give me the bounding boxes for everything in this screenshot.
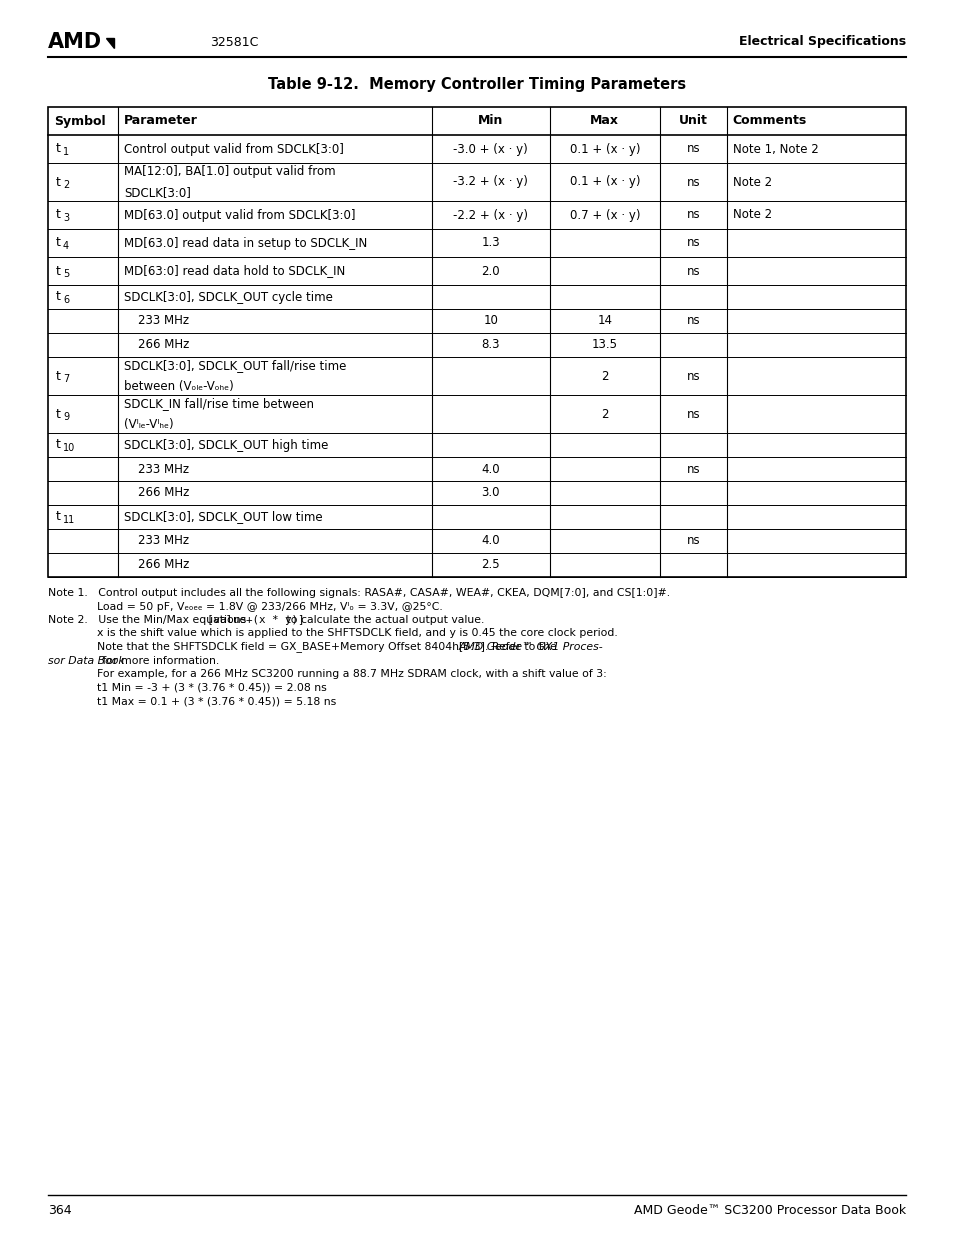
Text: Max: Max: [590, 115, 618, 127]
Text: ns: ns: [686, 462, 700, 475]
Text: t: t: [56, 236, 61, 249]
Text: 2.5: 2.5: [481, 558, 499, 572]
Text: 2: 2: [63, 180, 70, 190]
Text: Load = 50 pF, Vₑₒₑₑ = 1.8V @ 233/266 MHz, Vᴵₒ = 3.3V, @25°C.: Load = 50 pF, Vₑₒₑₑ = 1.8V @ 233/266 MHz…: [48, 601, 442, 611]
Text: ns: ns: [686, 236, 700, 249]
Bar: [48, 107, 905, 577]
Text: 6: 6: [63, 295, 69, 305]
Text: SDCLK[3:0], SDCLK_OUT high time: SDCLK[3:0], SDCLK_OUT high time: [124, 438, 329, 452]
Text: 10: 10: [63, 443, 75, 453]
Text: t: t: [56, 408, 61, 420]
Text: 14: 14: [597, 315, 612, 327]
Text: ns: ns: [686, 142, 700, 156]
Text: 1.3: 1.3: [481, 236, 499, 249]
Text: MD[63.0] output valid from SDCLK[3:0]: MD[63.0] output valid from SDCLK[3:0]: [124, 209, 355, 221]
Text: Note 1, Note 2: Note 1, Note 2: [732, 142, 818, 156]
Text: t: t: [56, 438, 61, 452]
Text: MA[12:0], BA[1.0] output valid from: MA[12:0], BA[1.0] output valid from: [124, 165, 335, 178]
Text: Comments: Comments: [732, 115, 806, 127]
Text: for more information.: for more information.: [98, 656, 218, 666]
Text: (Vᴵₗₑ-Vᴵₕₑ): (Vᴵₗₑ-Vᴵₕₑ): [124, 417, 173, 431]
Text: ns: ns: [686, 408, 700, 420]
Text: 266 MHz: 266 MHz: [138, 487, 190, 499]
Text: 11: 11: [63, 515, 75, 525]
Text: 1: 1: [63, 147, 69, 157]
Text: SDCLK[3:0], SDCLK_OUT fall/rise time: SDCLK[3:0], SDCLK_OUT fall/rise time: [124, 359, 346, 372]
Text: 4.0: 4.0: [481, 462, 499, 475]
Text: 364: 364: [48, 1204, 71, 1218]
Text: Note 2: Note 2: [732, 209, 771, 221]
Text: Control output valid from SDCLK[3:0]: Control output valid from SDCLK[3:0]: [124, 142, 344, 156]
Text: 32581C: 32581C: [210, 36, 258, 48]
Text: MD[63.0] read data in setup to SDCLK_IN: MD[63.0] read data in setup to SDCLK_IN: [124, 236, 367, 249]
Text: ns: ns: [686, 175, 700, 189]
Text: -3.0 + (x · y): -3.0 + (x · y): [453, 142, 528, 156]
Text: 2: 2: [600, 369, 608, 383]
Text: 2: 2: [600, 408, 608, 420]
Text: Unit: Unit: [679, 115, 707, 127]
Text: t: t: [56, 290, 61, 304]
Text: t: t: [56, 510, 61, 524]
Text: t: t: [56, 209, 61, 221]
Text: t: t: [56, 369, 61, 383]
Text: Min: Min: [477, 115, 503, 127]
Text: [value+(x * y)]: [value+(x * y)]: [207, 615, 304, 625]
Text: Note that the SHFTSDCLK field = GX_BASE+Memory Offset 8404h[5:3]. Refer to the: Note that the SHFTSDCLK field = GX_BASE+…: [48, 641, 559, 652]
Text: 7: 7: [63, 374, 70, 384]
Text: AMD Geode™ GX1 Proces-: AMD Geode™ GX1 Proces-: [458, 642, 603, 652]
Text: t: t: [56, 142, 61, 156]
Text: ns: ns: [686, 535, 700, 547]
Text: t: t: [56, 175, 61, 189]
Text: Note 2.   Use the Min/Max equations: Note 2. Use the Min/Max equations: [48, 615, 250, 625]
Text: Symbol: Symbol: [54, 115, 106, 127]
Text: 0.7 + (x · y): 0.7 + (x · y): [569, 209, 639, 221]
Text: 233 MHz: 233 MHz: [138, 462, 190, 475]
Text: 13.5: 13.5: [591, 338, 618, 352]
Polygon shape: [106, 38, 113, 48]
Text: to calculate the actual output value.: to calculate the actual output value.: [283, 615, 484, 625]
Text: 4: 4: [63, 241, 69, 251]
Text: AMD Geode™ SC3200 Processor Data Book: AMD Geode™ SC3200 Processor Data Book: [633, 1204, 905, 1218]
Text: 233 MHz: 233 MHz: [138, 535, 190, 547]
Text: sor Data Book: sor Data Book: [48, 656, 125, 666]
Text: ns: ns: [686, 369, 700, 383]
Text: 233 MHz: 233 MHz: [138, 315, 190, 327]
Text: SDCLK[3:0], SDCLK_OUT cycle time: SDCLK[3:0], SDCLK_OUT cycle time: [124, 290, 333, 304]
Text: SDCLK[3:0]: SDCLK[3:0]: [124, 185, 191, 199]
Text: AMD: AMD: [48, 32, 102, 52]
Text: 9: 9: [63, 412, 69, 422]
Text: -3.2 + (x · y): -3.2 + (x · y): [453, 175, 528, 189]
Text: 8.3: 8.3: [481, 338, 499, 352]
Text: ns: ns: [686, 209, 700, 221]
Text: 0.1 + (x · y): 0.1 + (x · y): [569, 142, 639, 156]
Text: SDCLK[3:0], SDCLK_OUT low time: SDCLK[3:0], SDCLK_OUT low time: [124, 510, 323, 524]
Text: SDCLK_IN fall/rise time between: SDCLK_IN fall/rise time between: [124, 398, 314, 410]
Text: 10: 10: [483, 315, 497, 327]
Text: Table 9-12.  Memory Controller Timing Parameters: Table 9-12. Memory Controller Timing Par…: [268, 78, 685, 93]
Text: between (Vₒₗₑ-Vₒₕₑ): between (Vₒₗₑ-Vₒₕₑ): [124, 379, 233, 393]
Text: Electrical Specifications: Electrical Specifications: [739, 36, 905, 48]
Text: 3: 3: [63, 212, 69, 224]
Text: t: t: [56, 264, 61, 278]
Text: For example, for a 266 MHz SC3200 running a 88.7 MHz SDRAM clock, with a shift v: For example, for a 266 MHz SC3200 runnin…: [48, 669, 606, 679]
Text: 4.0: 4.0: [481, 535, 499, 547]
Text: Note 2: Note 2: [732, 175, 771, 189]
Text: 3.0: 3.0: [481, 487, 499, 499]
Text: ns: ns: [686, 315, 700, 327]
Text: 0.1 + (x · y): 0.1 + (x · y): [569, 175, 639, 189]
Text: 266 MHz: 266 MHz: [138, 558, 190, 572]
Text: t1 Max = 0.1 + (3 * (3.76 * 0.45)) = 5.18 ns: t1 Max = 0.1 + (3 * (3.76 * 0.45)) = 5.1…: [48, 697, 335, 706]
Text: MD[63:0] read data hold to SDCLK_IN: MD[63:0] read data hold to SDCLK_IN: [124, 264, 345, 278]
Text: t1 Min = -3 + (3 * (3.76 * 0.45)) = 2.08 ns: t1 Min = -3 + (3 * (3.76 * 0.45)) = 2.08…: [48, 683, 327, 693]
Text: Note 1.   Control output includes all the following signals: RASA#, CASA#, WEA#,: Note 1. Control output includes all the …: [48, 588, 669, 598]
Text: x is the shift value which is applied to the SHFTSDCLK field, and y is 0.45 the : x is the shift value which is applied to…: [48, 629, 618, 638]
Text: -2.2 + (x · y): -2.2 + (x · y): [453, 209, 528, 221]
Text: 266 MHz: 266 MHz: [138, 338, 190, 352]
Text: 5: 5: [63, 269, 70, 279]
Text: Parameter: Parameter: [124, 115, 198, 127]
Text: 2.0: 2.0: [481, 264, 499, 278]
Text: ns: ns: [686, 264, 700, 278]
